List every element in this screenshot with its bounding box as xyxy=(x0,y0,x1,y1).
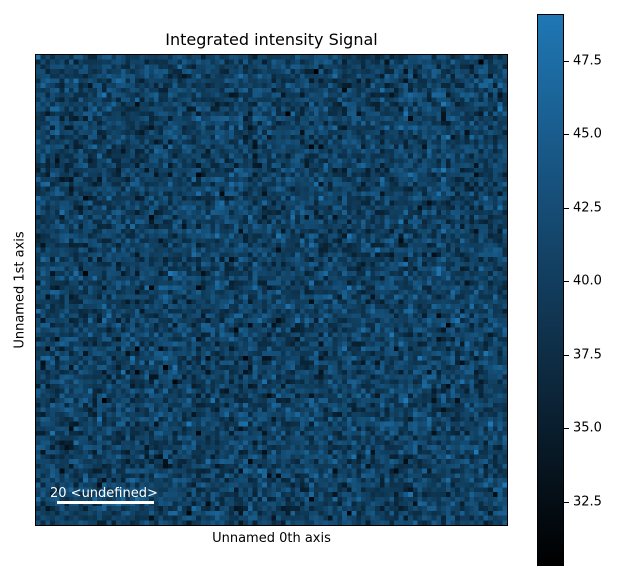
colorbar-tick-mark xyxy=(564,61,569,62)
colorbar-tick-label: 47.5 xyxy=(573,53,602,69)
colorbar-tick-mark xyxy=(564,134,569,135)
colorbar xyxy=(537,14,564,566)
colorbar-tick-label: 35.0 xyxy=(573,420,602,436)
colorbar-tick-label: 42.5 xyxy=(573,200,602,216)
colorbar-tick-mark xyxy=(564,208,569,209)
colorbar-tick-mark xyxy=(564,428,569,429)
colorbar-tick-mark xyxy=(564,281,569,282)
scalebar-line xyxy=(57,501,154,504)
chart-title: Integrated intensity Signal xyxy=(165,30,378,49)
y-axis-label: Unnamed 1st axis xyxy=(12,231,28,349)
heatmap-image xyxy=(36,55,507,525)
colorbar-tick-label: 45.0 xyxy=(573,126,602,142)
colorbar-tick-label: 40.0 xyxy=(573,273,602,289)
heatmap-plot-area xyxy=(35,54,508,526)
colorbar-tick-label: 37.5 xyxy=(573,347,602,363)
colorbar-tick-label: 32.5 xyxy=(573,494,602,510)
x-axis-label: Unnamed 0th axis xyxy=(212,531,331,546)
colorbar-tick-mark xyxy=(564,502,569,503)
scalebar-label: 20 <undefined> xyxy=(50,486,158,501)
colorbar-tick-mark xyxy=(564,355,569,356)
